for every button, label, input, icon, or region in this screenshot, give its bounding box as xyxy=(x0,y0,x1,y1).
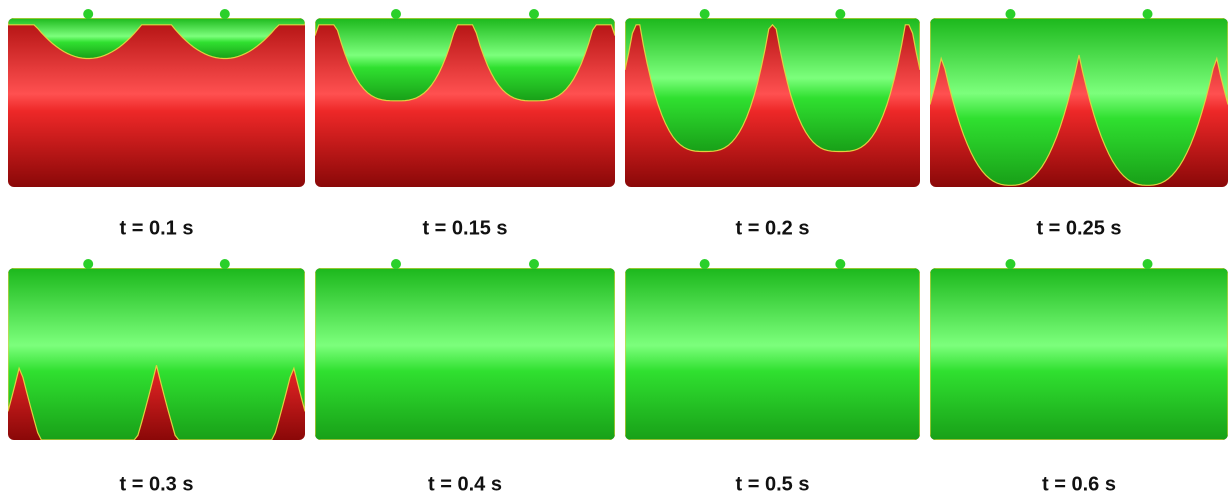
liquid xyxy=(930,268,1228,440)
nozzle xyxy=(700,9,710,19)
panel: t = 0.6 s xyxy=(930,259,1228,495)
nozzle xyxy=(1143,9,1153,19)
nozzle xyxy=(1143,259,1153,269)
nozzle xyxy=(700,259,710,269)
panel: t = 0.15 s xyxy=(315,9,615,239)
panel: t = 0.2 s xyxy=(625,9,920,239)
time-label: t = 0.1 s xyxy=(120,217,194,239)
nozzle xyxy=(529,9,539,19)
nozzle xyxy=(83,259,93,269)
time-label: t = 0.15 s xyxy=(422,217,507,239)
nozzle xyxy=(529,259,539,269)
nozzle xyxy=(83,9,93,19)
time-label: t = 0.5 s xyxy=(736,473,810,495)
nozzle xyxy=(835,259,845,269)
figure: t = 0.1 s t = 0.15 s t = 0.2 s t = 0.25 s t … xyxy=(0,0,1230,499)
panel: t = 0.25 s xyxy=(930,9,1228,239)
panel: t = 0.4 s xyxy=(315,259,615,495)
nozzle xyxy=(1005,9,1015,19)
panel: t = 0.3 s xyxy=(8,259,305,495)
nozzle xyxy=(220,259,230,269)
nozzle xyxy=(1005,259,1015,269)
panel: t = 0.5 s xyxy=(625,259,920,495)
nozzle xyxy=(391,259,401,269)
time-label: t = 0.25 s xyxy=(1036,217,1121,239)
time-label: t = 0.4 s xyxy=(428,473,502,495)
nozzle xyxy=(835,9,845,19)
time-label: t = 0.6 s xyxy=(1042,473,1116,495)
liquid xyxy=(625,268,920,440)
nozzle xyxy=(391,9,401,19)
time-label: t = 0.2 s xyxy=(736,217,810,239)
time-label: t = 0.3 s xyxy=(120,473,194,495)
nozzle xyxy=(220,9,230,19)
panel: t = 0.1 s xyxy=(8,9,305,239)
liquid xyxy=(315,268,615,440)
